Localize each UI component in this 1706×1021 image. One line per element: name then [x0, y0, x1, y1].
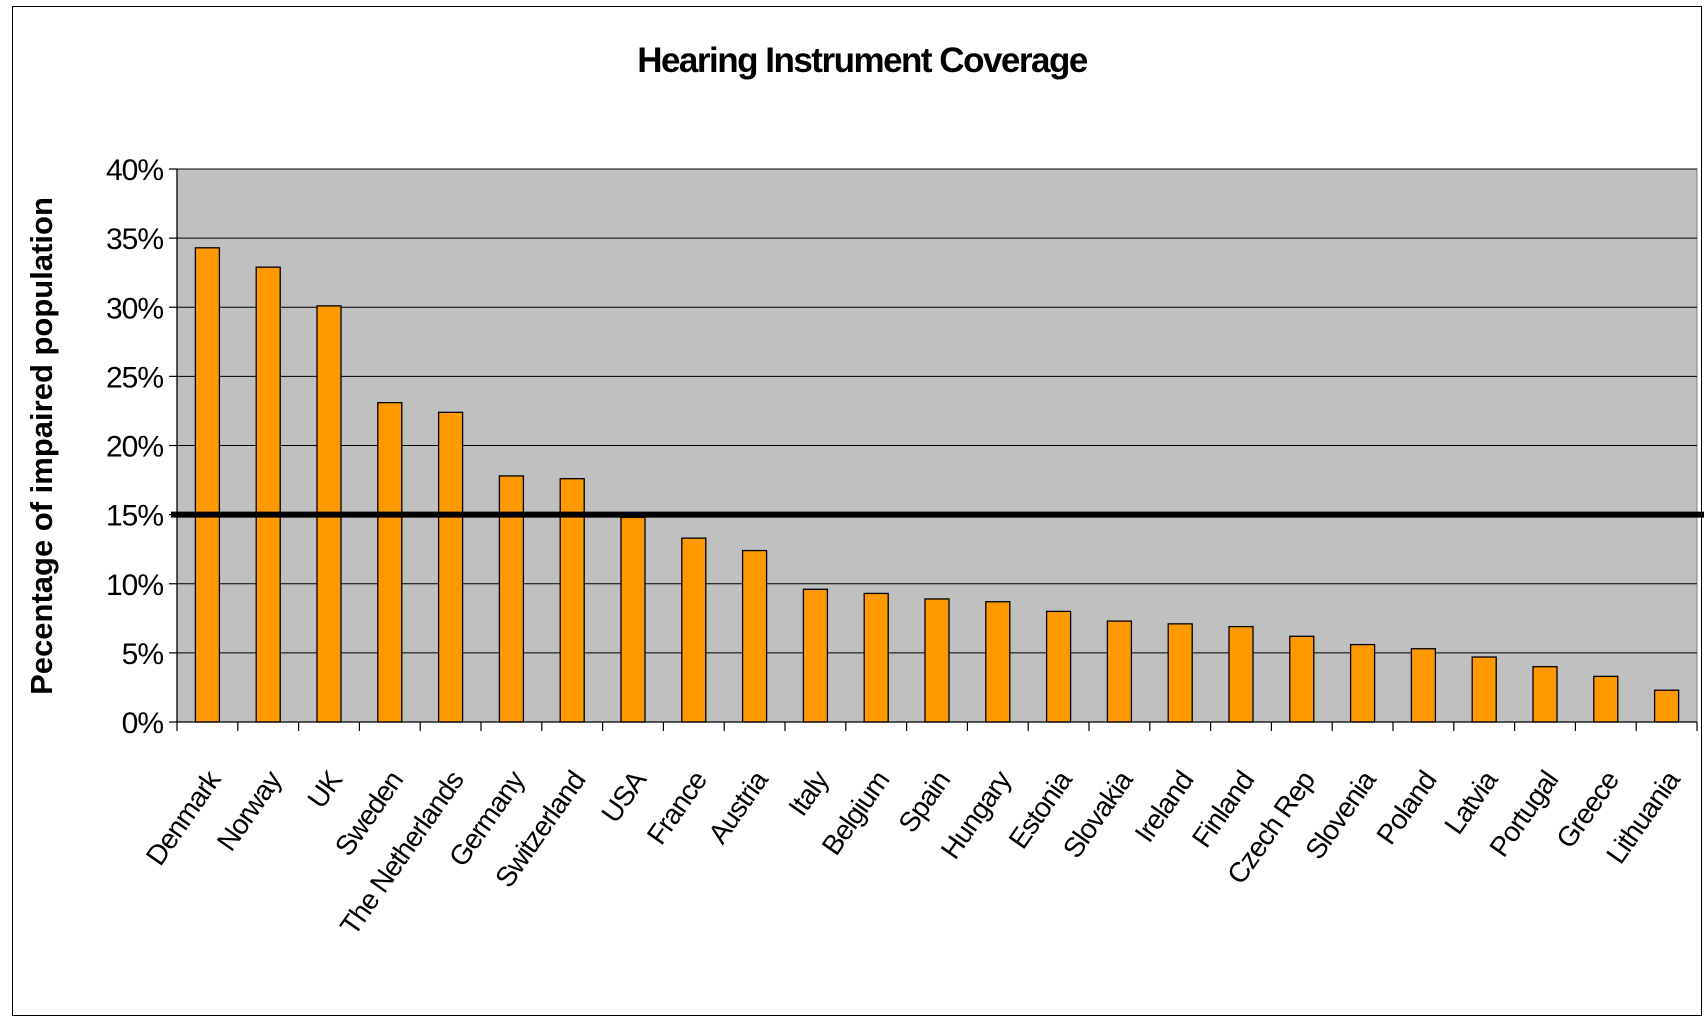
- x-tick-label: Denmark: [140, 764, 228, 871]
- bar-lithuania: [1653, 689, 1680, 723]
- y-tick-label: 35%: [106, 223, 163, 256]
- x-tick-label: France: [641, 765, 713, 850]
- x-tick-label: Italy: [782, 765, 835, 822]
- bar-estonia: [1045, 610, 1072, 723]
- x-tick-label: Spain: [892, 766, 956, 838]
- bar-belgium: [863, 592, 889, 723]
- bar-usa: [620, 516, 646, 723]
- bar-czech-rep: [1289, 635, 1315, 723]
- bar-latvia: [1471, 656, 1497, 723]
- y-tick-label: 15%: [106, 500, 163, 533]
- bar-finland: [1228, 625, 1254, 723]
- bar-france: [681, 537, 707, 723]
- y-tick-label: 20%: [106, 431, 163, 464]
- y-tick-label: 25%: [106, 361, 163, 394]
- y-axis-label: Pecentage of impaired population: [24, 197, 59, 695]
- axes: [169, 168, 1698, 731]
- x-tick-label: Austria: [702, 765, 774, 850]
- x-tick-label: Poland: [1370, 766, 1442, 850]
- chart-title: Hearing Instrument Coverage: [637, 41, 1088, 80]
- bar-greece: [1593, 675, 1619, 723]
- y-tick-labels: 0% 5% 10% 15% 20% 25% 30% 35% 40%: [106, 154, 164, 740]
- x-tick-label: Norway: [211, 765, 288, 856]
- bar-italy: [802, 588, 829, 723]
- bar-the-netherlands: [437, 411, 464, 723]
- y-tick-label: 40%: [106, 154, 163, 187]
- y-tick-label: 30%: [106, 292, 163, 325]
- bar-slovakia: [1106, 620, 1133, 723]
- bar-ireland: [1167, 623, 1193, 723]
- bar-austria: [741, 549, 768, 723]
- bar-norway: [255, 266, 281, 723]
- bars: [194, 247, 1680, 723]
- y-tick-label: 10%: [106, 569, 163, 602]
- bar-spain: [924, 598, 950, 723]
- bar-poland: [1410, 648, 1437, 723]
- x-tick-label: USA: [595, 765, 652, 829]
- bar-slovenia: [1349, 643, 1376, 723]
- y-tick-label: 5%: [122, 638, 164, 671]
- bar-portugal: [1532, 666, 1558, 723]
- bar-hungary: [985, 601, 1011, 723]
- bar-sweden: [377, 401, 403, 723]
- y-tick-label: 0%: [122, 707, 164, 740]
- bar-denmark: [194, 247, 221, 723]
- x-tick-label: UK: [301, 765, 348, 814]
